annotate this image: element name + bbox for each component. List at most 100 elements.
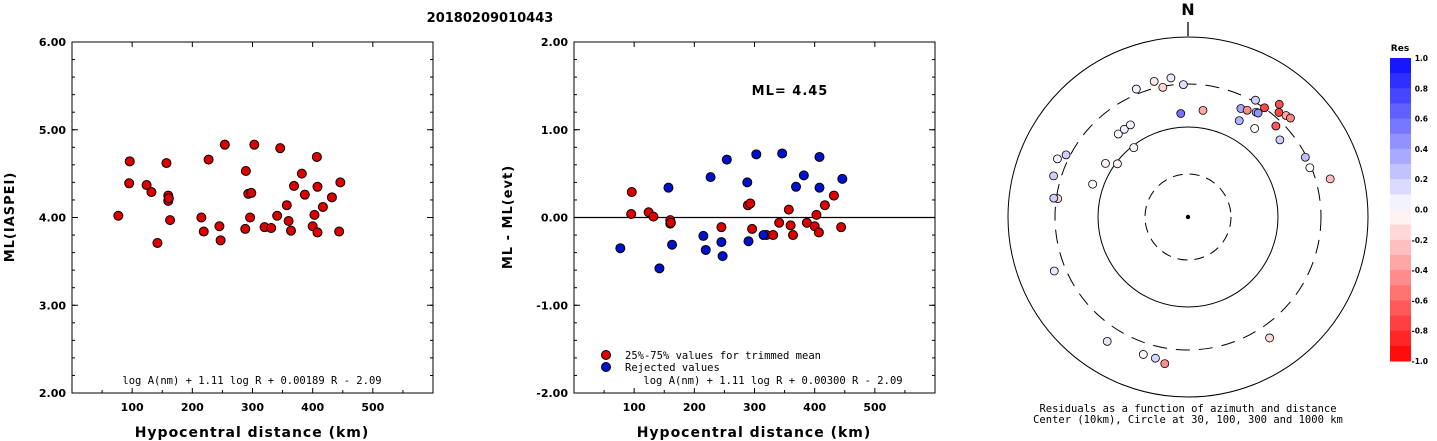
polar-station bbox=[1265, 333, 1274, 343]
polar-station bbox=[1049, 193, 1059, 203]
middle-point bbox=[791, 181, 802, 192]
polar-station bbox=[1286, 113, 1295, 123]
polar-station bbox=[1275, 135, 1285, 145]
polar-station bbox=[1178, 80, 1188, 90]
left-point bbox=[219, 139, 230, 150]
middle-point bbox=[626, 187, 637, 198]
middle-point bbox=[705, 172, 716, 183]
polar-station bbox=[1061, 150, 1071, 160]
colorbar-tick-label: -1.0 bbox=[1412, 357, 1428, 366]
colorbar-title: Res bbox=[1391, 44, 1409, 54]
middle-xtick-label: 200 bbox=[683, 401, 706, 414]
colorbar-tick-label: -0.8 bbox=[1412, 327, 1428, 336]
polar-station bbox=[1234, 116, 1244, 126]
left-formula: log A(nm) + 1.11 log R + 0.00189 R - 2.0… bbox=[122, 375, 381, 387]
polar-station bbox=[1119, 124, 1129, 134]
middle-ylabel: ML - ML(evt) bbox=[501, 165, 516, 269]
polar-station bbox=[1325, 174, 1335, 184]
colorbar-swatch bbox=[1390, 224, 1411, 241]
middle-point bbox=[774, 217, 785, 228]
polar-station bbox=[1126, 120, 1135, 130]
middle-point bbox=[716, 222, 727, 233]
colorbar-swatch bbox=[1390, 118, 1411, 135]
left-point bbox=[124, 156, 135, 167]
left-point bbox=[141, 180, 152, 191]
polar-station bbox=[1198, 105, 1208, 115]
left-ylabel: ML(IASPEI) bbox=[3, 172, 18, 263]
polar-station bbox=[1129, 143, 1139, 153]
middle-ytick-label: 0.00 bbox=[541, 212, 568, 225]
polar-station bbox=[1049, 266, 1059, 276]
colorbar-swatch bbox=[1390, 345, 1411, 362]
middle-point bbox=[811, 209, 822, 220]
north-label: N bbox=[1181, 0, 1194, 19]
polar-points bbox=[1049, 73, 1335, 369]
colorbar-swatch bbox=[1390, 73, 1411, 89]
ml-annotation: ML= 4.45 bbox=[752, 84, 829, 99]
left-point bbox=[334, 226, 345, 237]
middle-ytick-label: -2.00 bbox=[536, 387, 568, 400]
polar-station bbox=[1274, 99, 1284, 109]
polar-station bbox=[1053, 154, 1062, 164]
left-point bbox=[312, 227, 323, 238]
middle-point bbox=[836, 222, 847, 233]
middle-xtick-label: 400 bbox=[803, 401, 826, 414]
middle-point bbox=[615, 243, 626, 254]
middle-point bbox=[837, 173, 848, 184]
left-point bbox=[124, 178, 135, 189]
polar-station bbox=[1158, 82, 1168, 92]
left-point bbox=[299, 189, 310, 200]
left-point bbox=[196, 212, 207, 223]
left-xtick-label: 100 bbox=[121, 401, 144, 414]
colorbar-swatch bbox=[1390, 88, 1411, 104]
colorbar-tick-label: 0.8 bbox=[1415, 84, 1428, 93]
legend-marker-trimmed bbox=[601, 350, 611, 360]
middle-point bbox=[665, 217, 676, 228]
polar-station bbox=[1151, 353, 1160, 363]
left-xtick-label: 500 bbox=[361, 401, 384, 414]
left-point bbox=[245, 212, 256, 223]
middle-point bbox=[768, 230, 779, 241]
middle-point bbox=[814, 151, 825, 162]
middle-point bbox=[717, 251, 728, 262]
colorbar-swatch bbox=[1390, 239, 1411, 256]
polar-station bbox=[1305, 163, 1315, 173]
left-point bbox=[281, 200, 292, 211]
left-point bbox=[240, 223, 251, 234]
left-ytick-label: 6.00 bbox=[39, 36, 66, 49]
left-point bbox=[198, 226, 209, 237]
left-point bbox=[161, 158, 172, 169]
left-xlabel: Hypocentral distance (km) bbox=[135, 425, 370, 441]
polar-station bbox=[1131, 84, 1141, 94]
middle-point bbox=[663, 182, 674, 193]
colorbar-swatch bbox=[1390, 285, 1411, 301]
polar-station bbox=[1149, 76, 1159, 86]
middle-xtick-label: 300 bbox=[743, 401, 766, 414]
polar-caption-line2: Center (10km), Circle at 30, 100, 300 an… bbox=[1033, 414, 1343, 426]
middle-ytick-label: 2.00 bbox=[541, 36, 568, 49]
middle-point bbox=[745, 198, 756, 209]
colorbar-swatch bbox=[1390, 103, 1411, 120]
center-dot bbox=[1185, 214, 1191, 220]
left-ytick-label: 4.00 bbox=[39, 212, 66, 225]
middle-ytick-label: -1.00 bbox=[536, 299, 568, 312]
legend-label-rejected: Rejected values bbox=[625, 362, 720, 374]
polar-station bbox=[1176, 109, 1186, 118]
polar-station bbox=[1101, 158, 1110, 168]
left-points bbox=[113, 139, 346, 248]
left-point bbox=[286, 225, 297, 236]
colorbar-swatch bbox=[1390, 58, 1411, 74]
polar-station bbox=[1300, 152, 1310, 162]
colorbar-swatch bbox=[1390, 315, 1411, 332]
colorbar-swatch bbox=[1390, 300, 1411, 317]
left-point bbox=[272, 210, 283, 221]
left-point bbox=[152, 237, 163, 248]
polar-station bbox=[1049, 171, 1058, 181]
left-point bbox=[214, 221, 225, 232]
middle-point bbox=[698, 230, 709, 241]
colorbar-tick-label: 0.6 bbox=[1415, 115, 1428, 124]
left-point bbox=[283, 216, 294, 227]
colorbar-tick-label: 0.0 bbox=[1415, 206, 1428, 215]
ring-1000km bbox=[1007, 36, 1369, 398]
middle-points bbox=[615, 148, 848, 274]
